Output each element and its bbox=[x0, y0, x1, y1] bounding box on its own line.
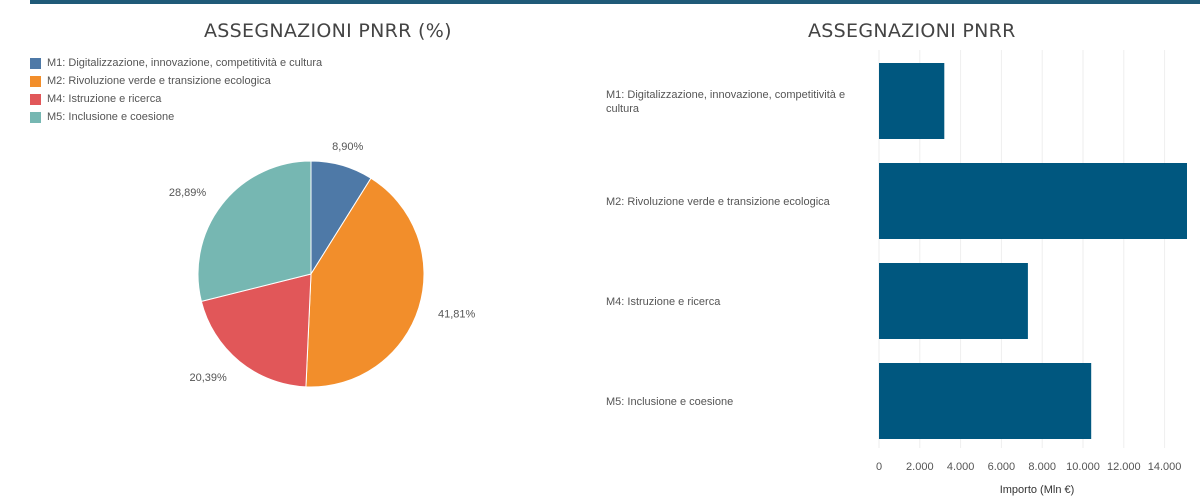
bar[interactable] bbox=[879, 363, 1092, 439]
category-label: M1: Digitalizzazione, innovazione, compe… bbox=[606, 89, 845, 101]
legend-label: M4: Istruzione e ricerca bbox=[47, 93, 162, 105]
top-rule bbox=[30, 0, 1200, 4]
pie-legend: M1: Digitalizzazione, innovazione, compe… bbox=[30, 54, 322, 126]
x-tick-label: 6.000 bbox=[988, 461, 1016, 473]
category-label: M4: Istruzione e ricerca bbox=[606, 296, 721, 308]
category-label: M2: Rivoluzione verde e transizione ecol… bbox=[606, 196, 831, 208]
x-tick-label: 14.000 bbox=[1148, 461, 1182, 473]
x-axis-title: Importo (Mln €) bbox=[1000, 484, 1075, 496]
legend-label: M5: Inclusione e coesione bbox=[47, 111, 175, 123]
legend-swatch bbox=[30, 75, 41, 87]
legend-item[interactable]: M2: Rivoluzione verde e transizione ecol… bbox=[30, 72, 322, 90]
x-tick-label: 12.000 bbox=[1107, 461, 1141, 473]
pie-data-label: 20,39% bbox=[189, 372, 227, 384]
x-tick-label: 10.000 bbox=[1066, 461, 1100, 473]
bar[interactable] bbox=[879, 163, 1187, 239]
bar-chart-title: ASSEGNAZIONI PNRR bbox=[808, 20, 1016, 42]
pie-data-label: 8,90% bbox=[332, 141, 363, 153]
legend-item[interactable]: M1: Digitalizzazione, innovazione, compe… bbox=[30, 54, 322, 72]
legend-label: M2: Rivoluzione verde e transizione ecol… bbox=[47, 75, 271, 87]
bar[interactable] bbox=[879, 263, 1028, 339]
pie-chart: 8,90% 41,81% 20,39% 28,89% bbox=[169, 141, 476, 388]
legend-label: M1: Digitalizzazione, innovazione, compe… bbox=[47, 57, 323, 69]
x-tick-label: 4.000 bbox=[947, 461, 975, 473]
x-tick-label: 8.000 bbox=[1028, 461, 1056, 473]
legend-swatch bbox=[30, 57, 41, 69]
bar[interactable] bbox=[879, 63, 945, 139]
x-tick-label: 0 bbox=[876, 461, 882, 473]
legend-swatch bbox=[30, 93, 41, 105]
pie-slice[interactable] bbox=[197, 160, 312, 302]
pie-chart-title: ASSEGNAZIONI PNRR (%) bbox=[204, 20, 452, 42]
pie-data-label: 41,81% bbox=[438, 309, 476, 321]
legend-item[interactable]: M5: Inclusione e coesione bbox=[30, 108, 322, 126]
category-label: cultura bbox=[606, 103, 640, 115]
category-label: M5: Inclusione e coesione bbox=[606, 396, 733, 408]
pie-slice[interactable] bbox=[305, 177, 425, 388]
pie-data-label: 28,89% bbox=[169, 187, 207, 199]
x-tick-label: 2.000 bbox=[906, 461, 934, 473]
pie-slice[interactable] bbox=[200, 273, 312, 388]
legend-swatch bbox=[30, 111, 41, 123]
legend-item[interactable]: M4: Istruzione e ricerca bbox=[30, 90, 322, 108]
